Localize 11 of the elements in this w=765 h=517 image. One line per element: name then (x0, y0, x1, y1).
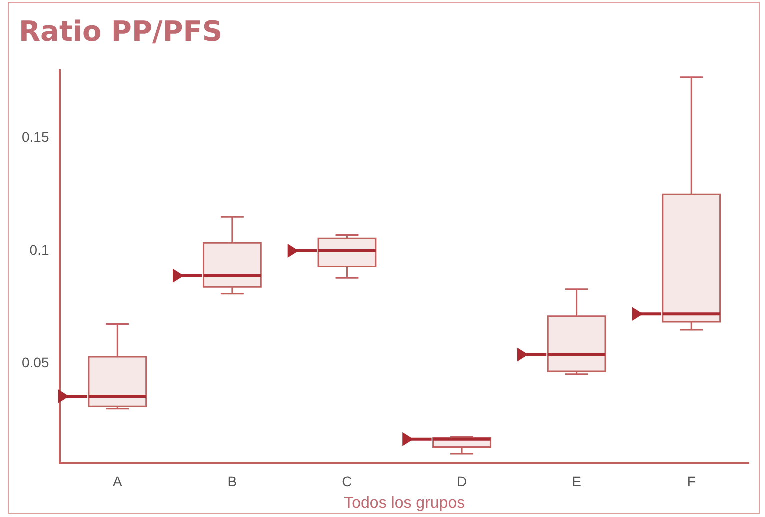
x-tick-label: B (228, 473, 238, 490)
y-tick-label: 0.15 (22, 129, 50, 146)
x-tick-label: D (456, 473, 468, 490)
y-tick-label: 0.05 (22, 354, 50, 371)
x-axis-title: Todos los grupos (344, 494, 466, 512)
x-tick-label: F (687, 473, 696, 490)
chart-title: Ratio PP/PFS (19, 15, 223, 48)
x-tick-label: E (572, 473, 582, 490)
x-tick-label: A (112, 473, 123, 490)
y-tick-label: 0.1 (30, 242, 50, 258)
x-tick-label: C (342, 473, 352, 490)
